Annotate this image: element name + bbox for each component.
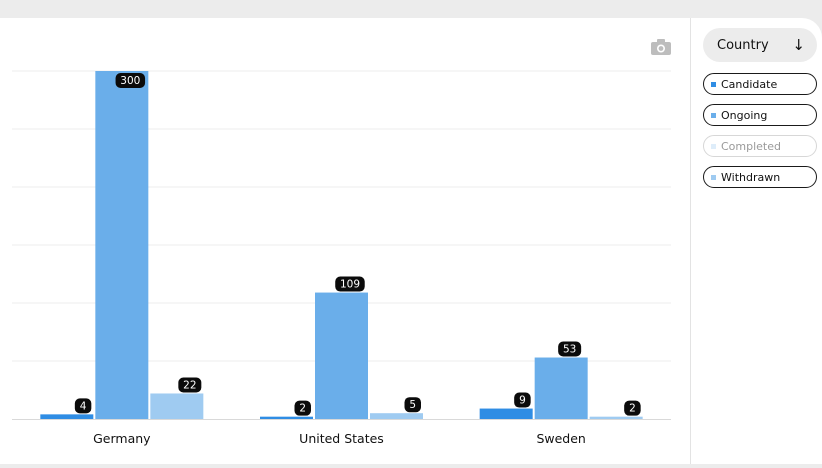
x-tick-label: Germany — [93, 431, 151, 446]
bar — [589, 416, 643, 419]
data-label: 300 — [120, 75, 140, 87]
bar — [534, 357, 588, 419]
legend-item-candidate[interactable]: Candidate — [703, 73, 817, 95]
legend-swatch — [711, 143, 716, 149]
legend-item-withdrawn[interactable]: Withdrawn — [703, 166, 817, 188]
bar — [315, 292, 368, 419]
bar — [95, 71, 149, 419]
arrow-down-icon: ↓ — [792, 36, 805, 54]
chart-panel: 4 300 22 Germany 2 109 5 United States 9 53 2 Swede… — [0, 18, 822, 464]
data-label-bg — [558, 341, 582, 357]
bar-chart: 4 300 22 Germany 2 109 5 United States 9 53 2 Swede… — [12, 70, 671, 446]
legend-item-completed[interactable]: Completed — [703, 135, 817, 157]
data-label-bg — [624, 400, 641, 416]
bar — [479, 408, 533, 419]
data-label-bg — [115, 73, 146, 88]
legend-item-ongoing[interactable]: Ongoing — [703, 104, 817, 126]
bar — [150, 393, 204, 419]
data-label: 22 — [183, 379, 196, 391]
legend-swatch — [711, 174, 716, 180]
legend: Candidate Ongoing Completed Withdrawn — [703, 73, 817, 197]
x-tick-label: Sweden — [536, 431, 585, 446]
data-label: 9 — [519, 395, 526, 407]
legend-swatch — [711, 112, 716, 118]
data-label: 4 — [80, 400, 87, 412]
legend-label: Completed — [721, 139, 781, 153]
data-label: 2 — [299, 403, 306, 415]
x-tick-label: United States — [299, 431, 384, 446]
data-label-bg — [335, 276, 365, 292]
data-label: 109 — [340, 279, 360, 291]
data-label-bg — [404, 397, 421, 413]
chart-area: 4 300 22 Germany 2 109 5 United States 9 53 2 Swede… — [0, 18, 690, 464]
data-label-bg — [514, 392, 531, 408]
data-label-bg — [74, 398, 92, 414]
data-label: 53 — [563, 344, 576, 356]
legend-label: Candidate — [721, 77, 778, 91]
camera-icon[interactable] — [650, 38, 672, 56]
legend-sidebar: Country ↓ Candidate Ongoing Completed Wi… — [690, 18, 822, 464]
sort-button-label: Country — [717, 37, 769, 53]
bar — [370, 413, 423, 419]
sort-by-country-button[interactable]: Country ↓ — [703, 28, 817, 62]
bar — [260, 416, 313, 419]
legend-label: Withdrawn — [721, 170, 781, 184]
data-label: 2 — [629, 403, 636, 415]
data-label-bg — [178, 377, 202, 393]
legend-label: Ongoing — [721, 108, 768, 122]
data-label: 5 — [409, 399, 416, 411]
data-label-bg — [294, 400, 311, 416]
legend-swatch — [711, 81, 716, 87]
bar — [40, 414, 94, 419]
